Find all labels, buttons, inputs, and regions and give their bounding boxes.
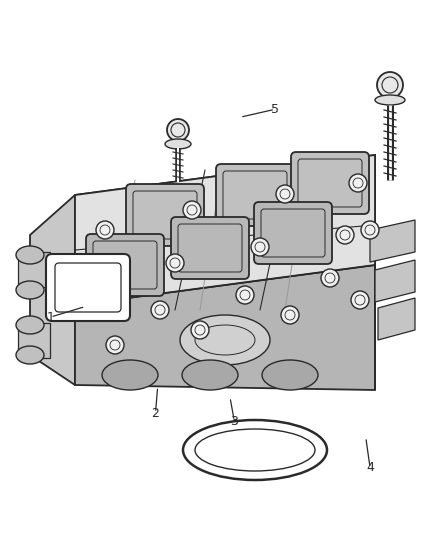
FancyBboxPatch shape bbox=[171, 217, 249, 279]
Polygon shape bbox=[370, 220, 415, 262]
Text: 4: 4 bbox=[366, 462, 374, 474]
Polygon shape bbox=[75, 265, 375, 390]
FancyBboxPatch shape bbox=[86, 234, 164, 296]
Polygon shape bbox=[75, 155, 375, 305]
Ellipse shape bbox=[16, 316, 44, 334]
Circle shape bbox=[321, 269, 339, 287]
Circle shape bbox=[377, 72, 403, 98]
Polygon shape bbox=[30, 195, 75, 385]
Ellipse shape bbox=[183, 420, 327, 480]
Ellipse shape bbox=[375, 95, 405, 105]
Circle shape bbox=[349, 174, 367, 192]
Circle shape bbox=[167, 119, 189, 141]
Circle shape bbox=[276, 185, 294, 203]
Polygon shape bbox=[375, 260, 415, 302]
Circle shape bbox=[361, 221, 379, 239]
Circle shape bbox=[106, 336, 124, 354]
Circle shape bbox=[351, 291, 369, 309]
Ellipse shape bbox=[182, 360, 238, 390]
Circle shape bbox=[96, 221, 114, 239]
Circle shape bbox=[151, 301, 169, 319]
Circle shape bbox=[191, 321, 209, 339]
Circle shape bbox=[236, 286, 254, 304]
Polygon shape bbox=[378, 298, 415, 340]
Polygon shape bbox=[75, 155, 375, 305]
Ellipse shape bbox=[262, 360, 318, 390]
FancyBboxPatch shape bbox=[291, 152, 369, 214]
FancyBboxPatch shape bbox=[126, 184, 204, 246]
Ellipse shape bbox=[16, 346, 44, 364]
Circle shape bbox=[166, 254, 184, 272]
FancyBboxPatch shape bbox=[216, 164, 294, 226]
Ellipse shape bbox=[102, 360, 158, 390]
Text: 2: 2 bbox=[152, 407, 159, 419]
Circle shape bbox=[86, 276, 104, 294]
Polygon shape bbox=[18, 252, 50, 287]
Ellipse shape bbox=[180, 315, 270, 365]
Ellipse shape bbox=[16, 246, 44, 264]
Circle shape bbox=[281, 306, 299, 324]
Ellipse shape bbox=[165, 139, 191, 149]
Text: 3: 3 bbox=[230, 415, 238, 427]
Circle shape bbox=[183, 201, 201, 219]
Text: 1: 1 bbox=[46, 311, 54, 324]
Polygon shape bbox=[18, 323, 50, 358]
Circle shape bbox=[251, 238, 269, 256]
Circle shape bbox=[336, 226, 354, 244]
Text: 5: 5 bbox=[271, 103, 279, 116]
Ellipse shape bbox=[16, 281, 44, 299]
FancyBboxPatch shape bbox=[46, 254, 130, 321]
FancyBboxPatch shape bbox=[254, 202, 332, 264]
